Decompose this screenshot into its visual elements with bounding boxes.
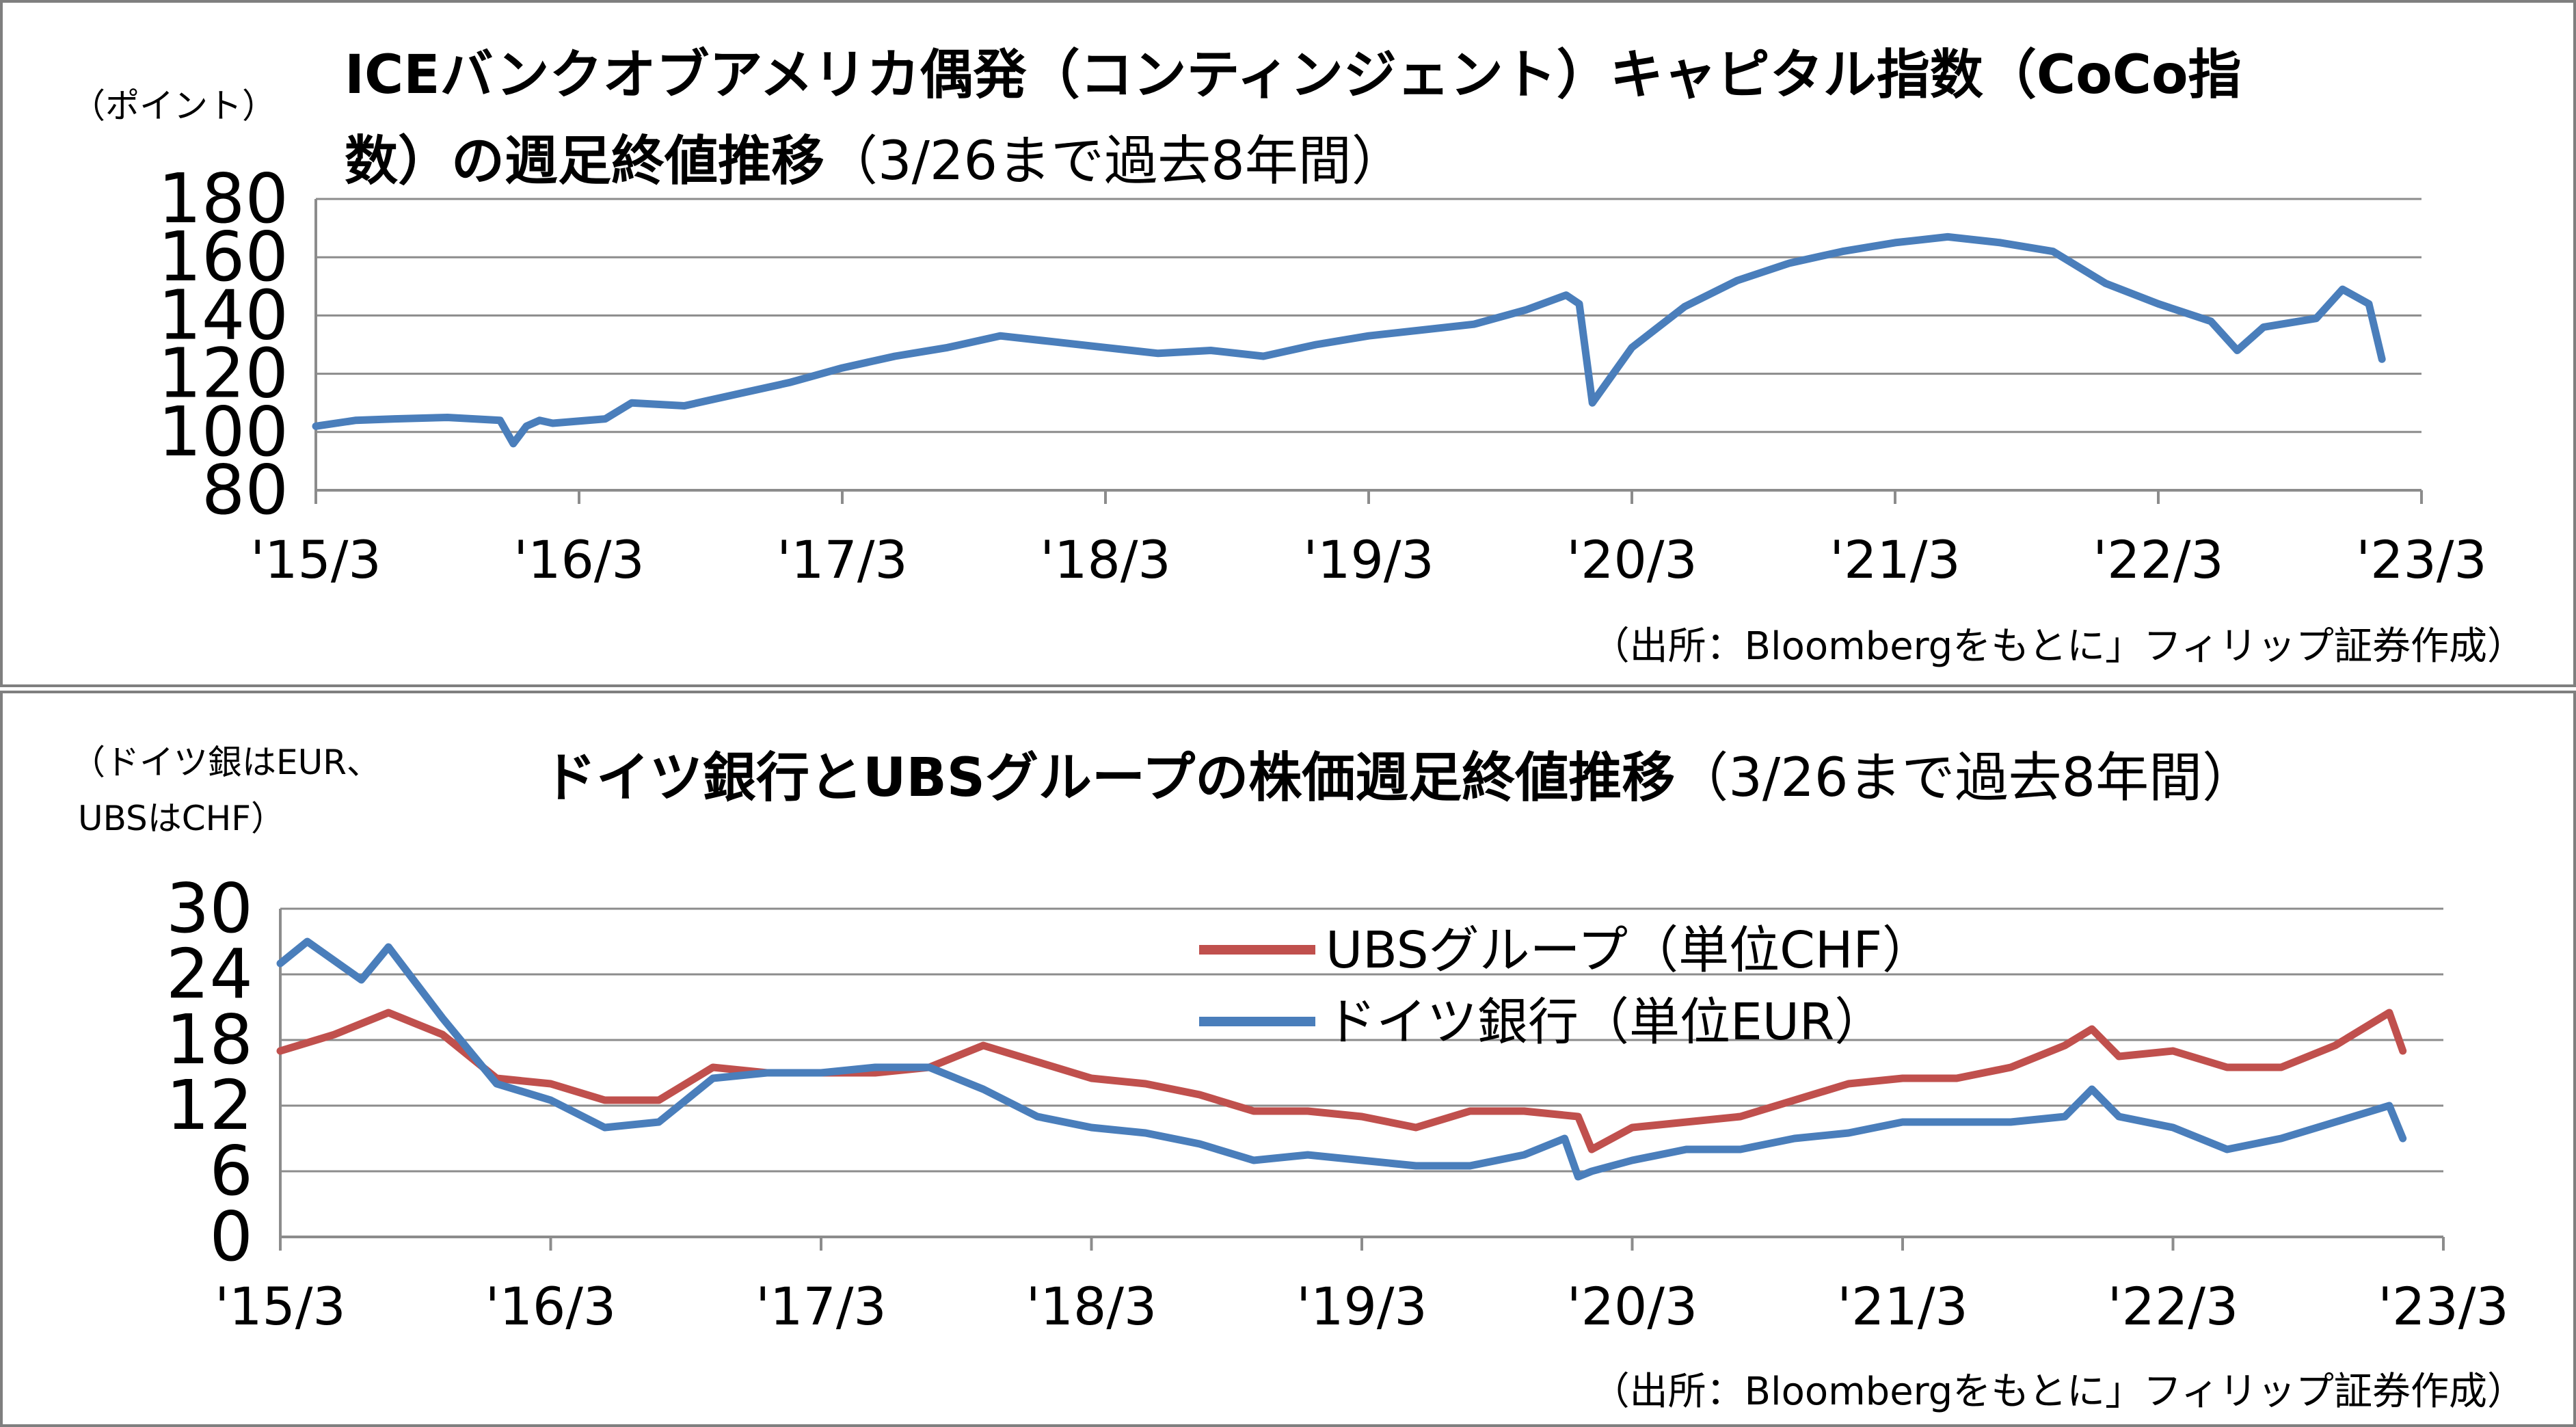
bank-x-tick-label: '15/3 — [215, 1276, 346, 1337]
coco-index-chart-panel: ICEバンクオブアメリカ偶発（コンティンジェント）キャピタル指数（CoCo指 数… — [0, 0, 2576, 687]
bank-y-tick-label: 6 — [209, 1131, 253, 1211]
coco-series-line-0 — [312, 232, 2386, 448]
bank-x-tick-label: '18/3 — [1026, 1276, 1157, 1337]
bank-x-tick-label: '16/3 — [485, 1276, 617, 1337]
coco-x-tick-label: '23/3 — [2356, 529, 2487, 590]
legend-label-1: ドイツ銀行（単位EUR） — [1326, 993, 1885, 1052]
coco-x-tick-label: '16/3 — [513, 529, 645, 590]
coco-y-tick-label: 160 — [158, 217, 289, 297]
bank-source-note: （出所：Bloombergをもとに」フィリップ証券作成） — [1592, 1370, 2525, 1414]
coco-x-tick-label: '19/3 — [1303, 529, 1434, 590]
coco-y-tick-label: 140 — [158, 275, 289, 355]
coco-x-tick-label: '20/3 — [1566, 529, 1698, 590]
bank-series-line-0 — [276, 1009, 2407, 1153]
coco-y-axis-unit: （ポイント） — [71, 86, 276, 126]
bank-chart-title-sub: （3/26まで過去8年間） — [1675, 747, 2255, 809]
bank-stock-chart: ドイツ銀行とUBSグループの株価週足終値推移（3/26まで過去8年間） （ドイツ… — [71, 743, 2525, 1414]
coco-x-tick-label: '18/3 — [1040, 529, 1171, 590]
bank-y-tick-label: 24 — [166, 934, 253, 1014]
coco-y-tick-label: 80 — [202, 450, 289, 530]
bank-y-tick-label: 30 — [166, 868, 253, 948]
bank-y-tick-label: 0 — [209, 1197, 253, 1277]
bank-chart-title: ドイツ銀行とUBSグループの株価週足終値推移（3/26まで過去8年間） — [543, 747, 2255, 809]
coco-y-tick-label: 120 — [158, 334, 289, 414]
coco-x-tick-label: '22/3 — [2093, 529, 2224, 590]
bank-y-axis-unit-line2: UBSはCHF） — [78, 799, 285, 838]
coco-chart-title-line2-sub: （3/26まで過去8年間） — [824, 131, 1405, 192]
coco-source-note: （出所：Bloombergをもとに」フィリップ証券作成） — [1592, 624, 2525, 669]
coco-chart-title-line2: 数）の週足終値推移（3/26まで過去8年間） — [345, 131, 1405, 192]
bank-y-tick-label: 12 — [166, 1065, 253, 1145]
coco-y-tick-label: 100 — [158, 392, 289, 472]
bank-x-tick-label: '22/3 — [2108, 1276, 2239, 1337]
coco-x-tick-label: '17/3 — [777, 529, 908, 590]
bank-chart-title-main: ドイツ銀行とUBSグループの株価週足終値推移 — [543, 747, 1675, 809]
bank-x-tick-label: '17/3 — [755, 1276, 887, 1337]
coco-chart-title-line1: ICEバンクオブアメリカ偶発（コンティンジェント）キャピタル指数（CoCo指 — [345, 44, 2242, 106]
coco-x-tick-label: '15/3 — [250, 529, 381, 590]
bank-x-tick-label: '21/3 — [1837, 1276, 1968, 1337]
bank-x-tick-label: '23/3 — [2378, 1276, 2509, 1337]
bank-x-tick-label: '19/3 — [1296, 1276, 1427, 1337]
bank-y-axis-unit-line1: （ドイツ銀はEUR、 — [71, 743, 381, 782]
coco-chart-title-line2-main: 数）の週足終値推移 — [345, 131, 824, 192]
coco-index-chart: ICEバンクオブアメリカ偶発（コンティンジェント）キャピタル指数（CoCo指 数… — [71, 44, 2525, 669]
bank-x-tick-label: '20/3 — [1567, 1276, 1698, 1337]
coco-y-tick-label: 180 — [158, 159, 289, 239]
bank-series-line-1 — [276, 937, 2407, 1181]
legend-label-0: UBSグループ（単位CHF） — [1326, 921, 1933, 980]
bank-y-tick-label: 18 — [166, 1000, 253, 1080]
bank-stock-chart-panel: ドイツ銀行とUBSグループの株価週足終値推移（3/26まで過去8年間） （ドイツ… — [0, 691, 2576, 1427]
coco-x-tick-label: '21/3 — [1829, 529, 1961, 590]
